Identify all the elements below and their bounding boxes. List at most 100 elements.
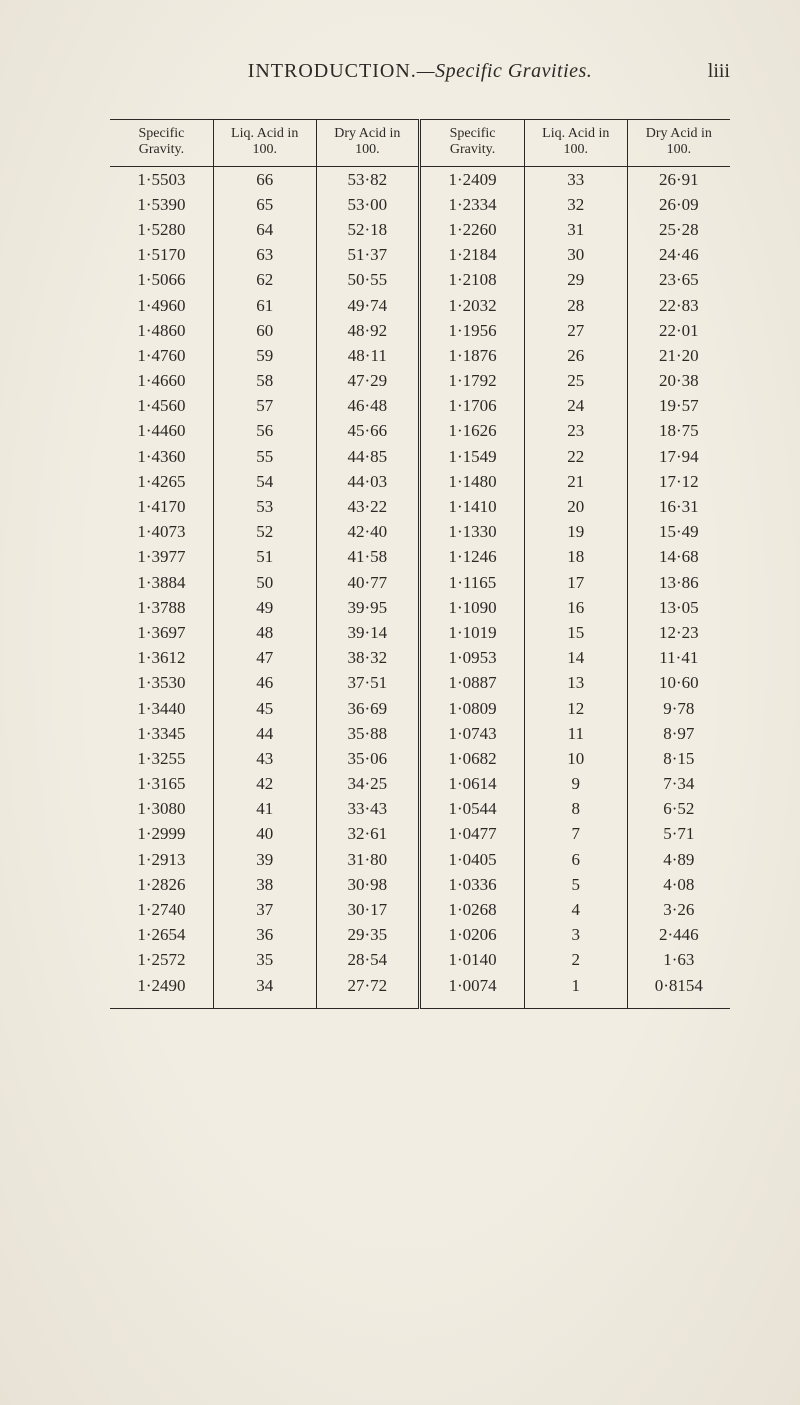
table-row: 1·53906553·001·23343226·09 <box>110 192 730 217</box>
table-row: 1·43605544·851·15492217·94 <box>110 444 730 469</box>
table-cell: 17 <box>524 570 627 595</box>
table-cell: 1·4860 <box>110 318 213 343</box>
table-cell: 1·1246 <box>420 545 525 570</box>
table-cell: 9·78 <box>627 696 730 721</box>
table-cell: 1·2260 <box>420 217 525 242</box>
table-cell: 52 <box>213 520 316 545</box>
table-cell: 54 <box>213 469 316 494</box>
table-cell: 1·0140 <box>420 948 525 973</box>
table-cell: 22·01 <box>627 318 730 343</box>
table-row: 1·55036653·821·24093326·91 <box>110 167 730 193</box>
table-cell: 20 <box>524 494 627 519</box>
table-cell: 1·1480 <box>420 469 525 494</box>
table-cell: 19·57 <box>627 394 730 419</box>
table-cell: 1·1090 <box>420 595 525 620</box>
table-row: 1·37884939·951·10901613·05 <box>110 595 730 620</box>
table-cell: 1·1956 <box>420 318 525 343</box>
table-cell: 1·2409 <box>420 167 525 193</box>
table-cell: 1·3612 <box>110 646 213 671</box>
table-cell: 43·22 <box>316 494 420 519</box>
table-row: 1·49606149·741·20322822·83 <box>110 293 730 318</box>
table-row: 1·34404536·691·0809129·78 <box>110 696 730 721</box>
table-cell: 35·88 <box>316 721 420 746</box>
table-cell: 7·34 <box>627 772 730 797</box>
table-cell: 8 <box>524 797 627 822</box>
table-cell: 14·68 <box>627 545 730 570</box>
table-cell: 15·49 <box>627 520 730 545</box>
table-cell: 1·5390 <box>110 192 213 217</box>
table-cell: 22 <box>524 444 627 469</box>
table-cell: 1·0544 <box>420 797 525 822</box>
table-cell: 1·2654 <box>110 923 213 948</box>
table-cell: 1·4560 <box>110 394 213 419</box>
table-cell: 51·37 <box>316 243 420 268</box>
table-cell: 34·25 <box>316 772 420 797</box>
table-cell: 39 <box>213 847 316 872</box>
table-cell: 25·28 <box>627 217 730 242</box>
table-cell: 16 <box>524 595 627 620</box>
table-cell: 1·2826 <box>110 872 213 897</box>
table-cell: 24 <box>524 394 627 419</box>
running-title: INTRODUCTION.—Specific Gravities. <box>170 60 670 83</box>
running-head: INTRODUCTION.—Specific Gravities. liii <box>110 60 730 83</box>
table-cell: 1·4960 <box>110 293 213 318</box>
table-cell: 41·58 <box>316 545 420 570</box>
table-cell: 48·92 <box>316 318 420 343</box>
table-cell: 56 <box>213 419 316 444</box>
table-cell: 43 <box>213 746 316 771</box>
table-cell: 33·43 <box>316 797 420 822</box>
table-cell: 32 <box>524 192 627 217</box>
table-cell: 1·3255 <box>110 746 213 771</box>
table-cell: 1·4360 <box>110 444 213 469</box>
table-cell: 53 <box>213 494 316 519</box>
table-cell: 57 <box>213 394 316 419</box>
table-row: 1·28263830·981·033654·08 <box>110 872 730 897</box>
table-row: 1·46605847·291·17922520·38 <box>110 369 730 394</box>
table-cell: 1·3697 <box>110 620 213 645</box>
table-cell: 40·77 <box>316 570 420 595</box>
table-cell: 17·94 <box>627 444 730 469</box>
table-cell: 63 <box>213 243 316 268</box>
table-cell: 1·1706 <box>420 394 525 419</box>
table-cell: 1·1876 <box>420 343 525 368</box>
table-cell: 30·98 <box>316 872 420 897</box>
table-cell: 42 <box>213 772 316 797</box>
table-cell: 12 <box>524 696 627 721</box>
table-cell: 25 <box>524 369 627 394</box>
table-cell: 1·0953 <box>420 646 525 671</box>
table-cell: 51 <box>213 545 316 570</box>
table-cell: 18·75 <box>627 419 730 444</box>
folio-number: liii <box>670 60 730 83</box>
table-cell: 1·5503 <box>110 167 213 193</box>
table-cell: 1·0614 <box>420 772 525 797</box>
table-row: 1·35304637·511·08871310·60 <box>110 671 730 696</box>
table-cell: 1·5066 <box>110 268 213 293</box>
table-row: 1·39775141·581·12461814·68 <box>110 545 730 570</box>
table-cell: 38·32 <box>316 646 420 671</box>
table-cell: 30 <box>524 243 627 268</box>
table-cell: 11 <box>524 721 627 746</box>
table-cell: 39·14 <box>316 620 420 645</box>
table-cell: 1·0268 <box>420 897 525 922</box>
table-cell: 28 <box>524 293 627 318</box>
table-cell: 1·3440 <box>110 696 213 721</box>
table-cell: 23·65 <box>627 268 730 293</box>
table-cell: 1·4073 <box>110 520 213 545</box>
table-cell: 52·18 <box>316 217 420 242</box>
table-row: 1·48606048·921·19562722·01 <box>110 318 730 343</box>
table-cell: 1·5280 <box>110 217 213 242</box>
table-cell: 62 <box>213 268 316 293</box>
table-cell: 1·3788 <box>110 595 213 620</box>
table-cell: 18 <box>524 545 627 570</box>
table-cell: 4·89 <box>627 847 730 872</box>
table-cell: 5 <box>524 872 627 897</box>
table-cell: 1·1019 <box>420 620 525 645</box>
table-cell: 1·2913 <box>110 847 213 872</box>
table-cell: 4 <box>524 897 627 922</box>
table-cell: 47·29 <box>316 369 420 394</box>
table-cell: 36 <box>213 923 316 948</box>
table-cell: 48·11 <box>316 343 420 368</box>
table-cell: 1·0743 <box>420 721 525 746</box>
table-cell: 0·8154 <box>627 973 730 1008</box>
col-header: Dry Acid in 100. <box>627 120 730 167</box>
